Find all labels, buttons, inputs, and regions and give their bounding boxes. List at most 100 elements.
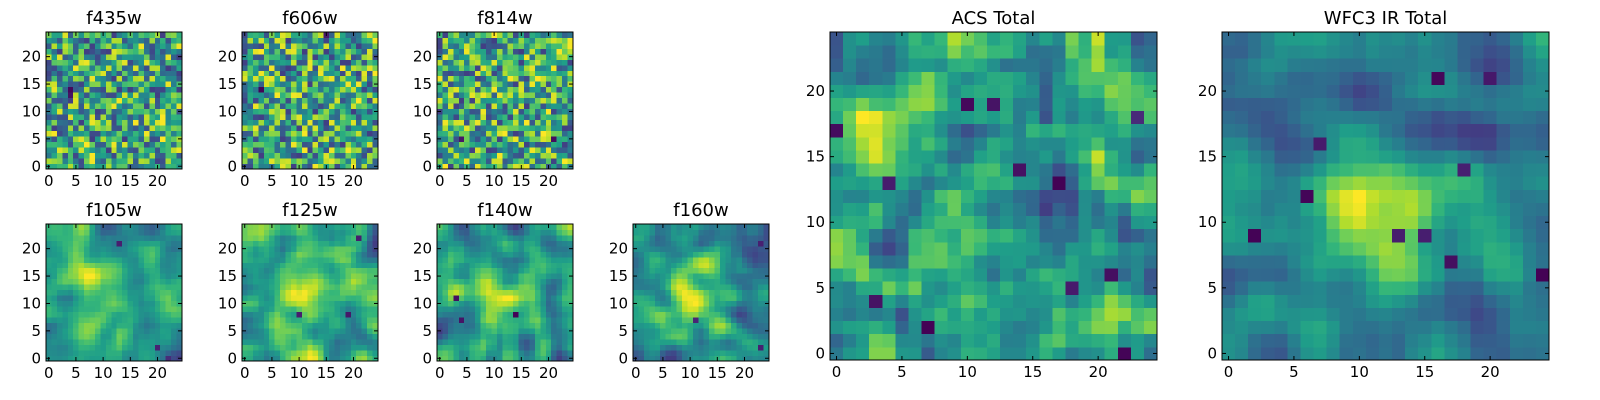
heatmap-cell — [720, 333, 726, 340]
y-tick-label: 5 — [227, 130, 237, 148]
heatmap-cell — [947, 255, 962, 269]
heatmap-cell — [562, 75, 568, 82]
heatmap-cell — [986, 294, 1001, 308]
heatmap-cell — [843, 215, 857, 230]
heatmap-cell — [725, 289, 732, 296]
heatmap-cell — [138, 158, 145, 164]
heatmap-cell — [301, 136, 308, 142]
heatmap-cell — [361, 37, 368, 44]
heatmap-cell — [442, 103, 449, 110]
heatmap-cell — [67, 284, 74, 291]
heatmap-cell — [122, 333, 128, 340]
heatmap-cell — [485, 234, 492, 241]
heatmap-cell — [458, 333, 465, 340]
heatmap-cell — [442, 158, 449, 164]
heatmap-cell — [176, 130, 183, 137]
heatmap-cell — [329, 53, 335, 60]
heatmap-cell — [741, 267, 748, 274]
heatmap-cell — [269, 152, 276, 159]
heatmap-cell — [334, 240, 341, 247]
heatmap-cell — [62, 273, 69, 280]
heatmap-cell — [730, 311, 737, 318]
heatmap-cell — [752, 278, 759, 285]
heatmap-cell — [122, 256, 128, 263]
heatmap-cell — [285, 81, 292, 88]
heatmap-cell — [312, 344, 319, 351]
heatmap-cell — [263, 152, 270, 159]
heatmap-cell — [540, 256, 547, 263]
heatmap-cell — [290, 103, 297, 110]
heatmap-cell — [334, 97, 341, 104]
heatmap-cell — [296, 262, 303, 269]
heatmap-cell — [138, 70, 145, 77]
heatmap-cell — [437, 350, 443, 356]
heatmap-cell — [447, 70, 454, 77]
heatmap-cell — [908, 268, 922, 282]
heatmap-cell — [67, 240, 74, 247]
heatmap-cell — [171, 234, 177, 241]
heatmap-cell — [160, 92, 167, 99]
heatmap-cell — [242, 37, 248, 44]
heatmap-cell — [280, 267, 286, 274]
heatmap-cell — [339, 114, 346, 121]
heatmap-cell — [372, 37, 379, 44]
heatmap-cell — [540, 278, 547, 285]
heatmap-cell — [469, 322, 476, 329]
heatmap-cell — [545, 119, 552, 126]
heatmap-cell — [736, 267, 743, 274]
heatmap-cell — [116, 152, 123, 159]
heatmap-cell — [116, 92, 123, 99]
heatmap-cell — [741, 240, 748, 247]
heatmap-cell — [73, 81, 80, 88]
heatmap-cell — [665, 284, 672, 291]
heatmap-cell — [127, 245, 134, 252]
heatmap-cell — [356, 311, 363, 318]
heatmap-cell — [258, 240, 265, 247]
heatmap-cell — [73, 333, 80, 340]
heatmap-cell — [242, 229, 248, 236]
heatmap-cell — [78, 59, 85, 66]
heatmap-cell — [730, 339, 737, 345]
heatmap-cell — [171, 108, 177, 115]
heatmap-cell — [274, 114, 281, 121]
heatmap-cell — [56, 75, 63, 82]
heatmap-cell — [507, 53, 514, 60]
heatmap-cell — [154, 147, 161, 153]
heatmap-cell — [56, 328, 63, 334]
heatmap-cell — [312, 289, 319, 296]
heatmap-cell — [524, 317, 530, 324]
heatmap-cell — [529, 278, 536, 285]
heatmap-cell — [339, 240, 346, 247]
heatmap-cell — [709, 300, 715, 307]
heatmap-cell — [111, 317, 118, 324]
heatmap-cell — [676, 273, 683, 280]
heatmap-cell — [464, 59, 471, 66]
heatmap-cell — [491, 108, 498, 115]
heatmap-cell — [437, 289, 443, 296]
heatmap-cell — [687, 256, 694, 263]
heatmap-cell — [518, 262, 525, 269]
heatmap-cell — [252, 328, 259, 334]
heatmap-cell — [502, 273, 509, 280]
heatmap-cell — [556, 229, 563, 236]
heatmap-cell — [529, 86, 536, 93]
heatmap-cell — [361, 59, 368, 66]
heatmap-cell — [540, 141, 547, 148]
heatmap-cell — [122, 81, 128, 88]
heatmap-cell — [242, 256, 248, 263]
heatmap-cell — [122, 339, 128, 345]
heatmap-cell — [469, 125, 476, 132]
heatmap-cell — [94, 114, 101, 121]
heatmap-cell — [171, 136, 177, 142]
heatmap-cell — [274, 48, 281, 55]
heatmap-cell — [361, 147, 368, 153]
heatmap-cell — [258, 64, 265, 71]
heatmap-cell — [491, 119, 498, 126]
heatmap-cell — [665, 240, 672, 247]
heatmap-cell — [534, 262, 541, 269]
heatmap-cell — [869, 215, 883, 230]
heatmap-cell — [56, 251, 63, 258]
heatmap-cell — [116, 53, 123, 60]
heatmap-cell — [529, 284, 536, 291]
